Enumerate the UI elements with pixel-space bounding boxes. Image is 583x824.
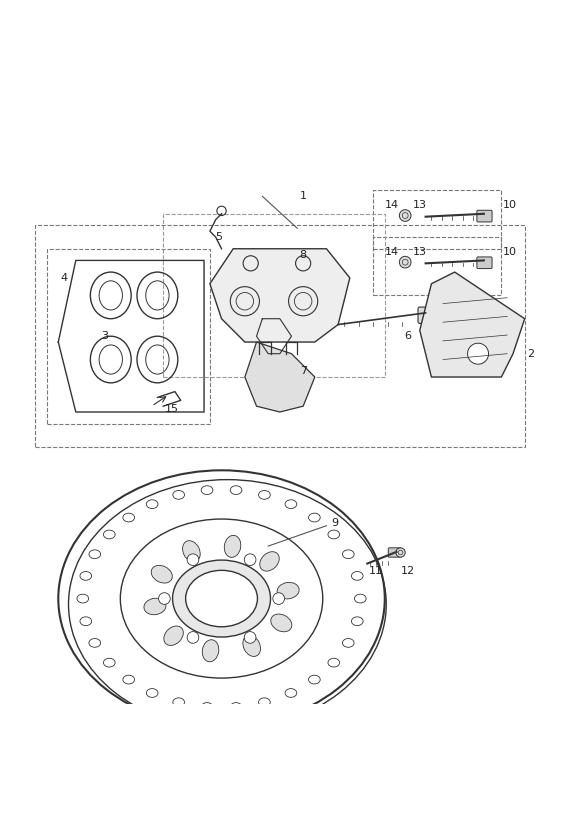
- Ellipse shape: [202, 639, 219, 662]
- Text: 1: 1: [300, 191, 307, 201]
- Circle shape: [396, 548, 405, 557]
- Ellipse shape: [342, 639, 354, 648]
- Text: 3: 3: [101, 331, 108, 341]
- Ellipse shape: [352, 572, 363, 580]
- Ellipse shape: [201, 486, 213, 494]
- Ellipse shape: [173, 490, 184, 499]
- Circle shape: [244, 554, 256, 565]
- Ellipse shape: [328, 658, 340, 667]
- Text: 10: 10: [503, 200, 517, 210]
- Text: 14: 14: [385, 246, 399, 256]
- Ellipse shape: [80, 617, 92, 625]
- Bar: [163, 213, 385, 377]
- Ellipse shape: [80, 572, 92, 580]
- Ellipse shape: [260, 552, 279, 571]
- Circle shape: [187, 554, 199, 565]
- Ellipse shape: [173, 698, 184, 707]
- Polygon shape: [210, 249, 350, 342]
- Text: 11: 11: [369, 565, 383, 576]
- FancyBboxPatch shape: [477, 257, 492, 269]
- Ellipse shape: [146, 500, 158, 508]
- Circle shape: [159, 592, 170, 604]
- Text: 8: 8: [300, 250, 307, 260]
- Ellipse shape: [103, 530, 115, 539]
- Ellipse shape: [230, 703, 242, 711]
- Ellipse shape: [259, 490, 271, 499]
- FancyBboxPatch shape: [477, 210, 492, 222]
- Polygon shape: [245, 342, 315, 412]
- Circle shape: [187, 632, 199, 644]
- Ellipse shape: [164, 626, 183, 645]
- Ellipse shape: [352, 617, 363, 625]
- Ellipse shape: [201, 703, 213, 711]
- Ellipse shape: [259, 698, 271, 707]
- Ellipse shape: [185, 570, 258, 627]
- Ellipse shape: [103, 658, 115, 667]
- Ellipse shape: [308, 675, 320, 684]
- Text: 4: 4: [61, 273, 68, 283]
- Bar: [47, 249, 210, 424]
- Ellipse shape: [342, 550, 354, 559]
- Ellipse shape: [271, 614, 292, 632]
- Polygon shape: [420, 272, 525, 377]
- Ellipse shape: [77, 594, 89, 603]
- Text: 12: 12: [401, 565, 415, 576]
- Text: 14: 14: [385, 200, 399, 210]
- Circle shape: [468, 344, 489, 364]
- FancyBboxPatch shape: [388, 548, 401, 557]
- Ellipse shape: [354, 594, 366, 603]
- Ellipse shape: [144, 598, 166, 615]
- Circle shape: [273, 592, 285, 604]
- Bar: [373, 237, 501, 295]
- Bar: [373, 190, 501, 249]
- Ellipse shape: [285, 689, 297, 697]
- Text: 15: 15: [165, 404, 179, 414]
- Circle shape: [399, 209, 411, 222]
- Ellipse shape: [146, 689, 158, 697]
- Ellipse shape: [89, 550, 101, 559]
- Bar: [35, 226, 525, 447]
- Circle shape: [399, 256, 411, 268]
- FancyBboxPatch shape: [418, 307, 436, 323]
- Ellipse shape: [285, 500, 297, 508]
- Text: 13: 13: [413, 246, 427, 256]
- Text: 7: 7: [300, 366, 307, 377]
- Ellipse shape: [123, 513, 135, 522]
- Text: 2: 2: [527, 349, 534, 358]
- Ellipse shape: [277, 583, 299, 599]
- Ellipse shape: [173, 560, 271, 637]
- Ellipse shape: [151, 565, 173, 583]
- Text: 9: 9: [332, 517, 339, 527]
- Ellipse shape: [308, 513, 320, 522]
- Text: 5: 5: [215, 232, 222, 242]
- Circle shape: [244, 632, 256, 644]
- Ellipse shape: [230, 486, 242, 494]
- Text: 6: 6: [405, 331, 412, 341]
- Ellipse shape: [243, 635, 261, 657]
- Ellipse shape: [182, 541, 200, 562]
- Ellipse shape: [328, 530, 340, 539]
- Ellipse shape: [224, 536, 241, 557]
- Ellipse shape: [89, 639, 101, 648]
- Text: 13: 13: [413, 200, 427, 210]
- Ellipse shape: [123, 675, 135, 684]
- Text: 10: 10: [503, 246, 517, 256]
